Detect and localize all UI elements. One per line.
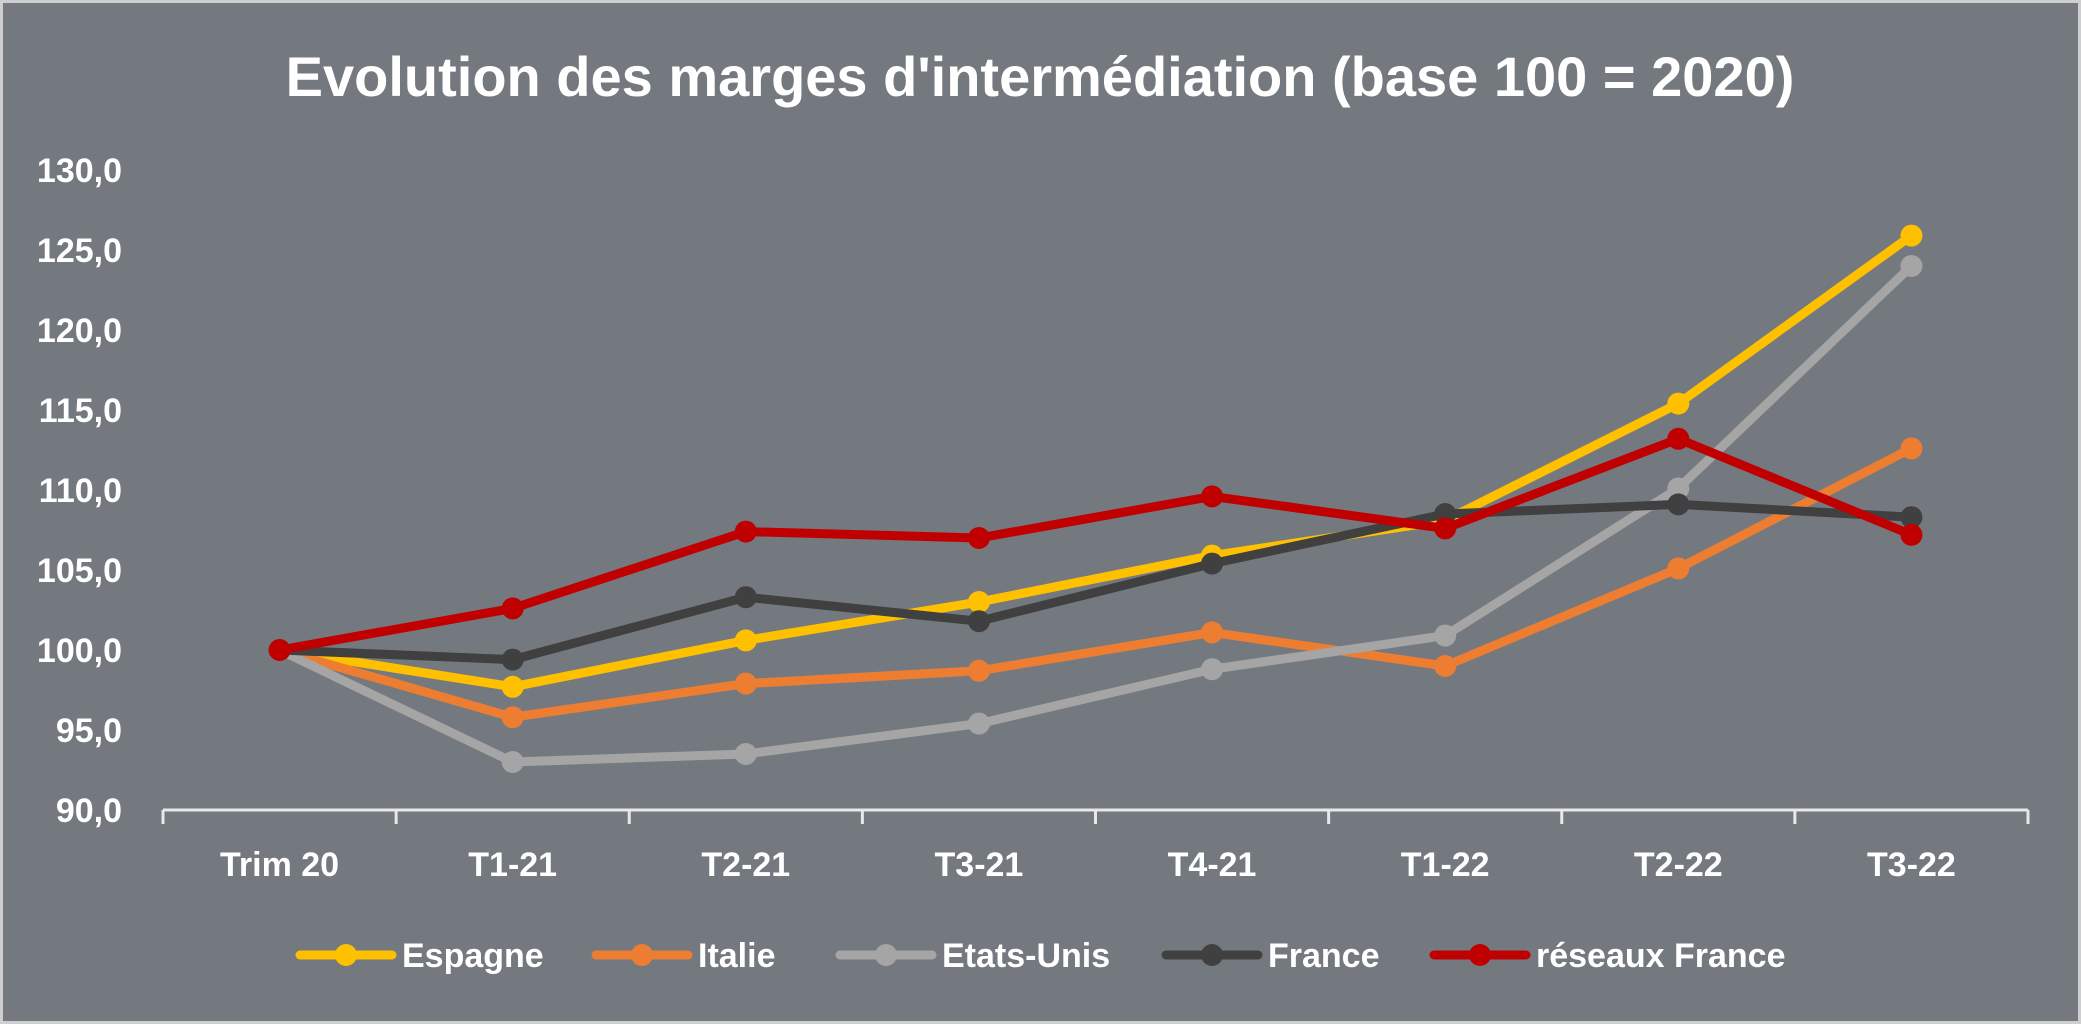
x-tick-label: T1-21 bbox=[468, 846, 557, 884]
data-point bbox=[1900, 224, 1923, 247]
y-tick-label: 115,0 bbox=[39, 392, 122, 430]
data-point bbox=[734, 586, 757, 609]
data-point bbox=[1900, 523, 1923, 546]
series-line bbox=[275, 499, 1916, 665]
data-point bbox=[1900, 255, 1923, 277]
y-tick-label: 95,0 bbox=[56, 712, 122, 750]
x-tick-label: T2-22 bbox=[1634, 846, 1723, 884]
x-tick-label: T3-21 bbox=[935, 846, 1024, 884]
y-tick-label: 125,0 bbox=[37, 232, 122, 270]
series-line bbox=[275, 261, 1916, 767]
data-point bbox=[734, 629, 757, 652]
y-axis-tick-labels: 90,0 95,0 100,0 105,0 110,0 115,0 120,0 125,0 13… bbox=[37, 152, 122, 830]
x-axis bbox=[161, 808, 2030, 824]
data-point bbox=[1434, 624, 1457, 647]
data-point bbox=[1434, 655, 1457, 677]
data-point bbox=[1201, 552, 1224, 575]
data-point bbox=[734, 743, 757, 765]
legend-swatch-marker bbox=[631, 944, 653, 966]
data-point bbox=[1667, 557, 1690, 580]
chart-title: Evolution des marges d'intermédiation (b… bbox=[286, 45, 1795, 108]
legend-swatch-marker bbox=[335, 944, 357, 966]
series-line bbox=[275, 443, 1916, 722]
x-axis-tick-labels: Trim 20 T1-21 T2-21 T3-21 T4-21 T1-22 T2-22 T3-… bbox=[220, 846, 1956, 884]
data-point bbox=[967, 712, 990, 735]
y-tick-label: 110,0 bbox=[39, 472, 122, 510]
legend-label: Espagne bbox=[402, 937, 544, 975]
x-tick-label: Trim 20 bbox=[220, 846, 339, 884]
data-point bbox=[1201, 621, 1224, 644]
data-point bbox=[1201, 485, 1224, 508]
series-espagne bbox=[268, 224, 1923, 698]
x-tick-label: T2-21 bbox=[701, 846, 790, 884]
line-chart: Evolution des marges d'intermédiation (b… bbox=[37, 45, 2030, 975]
x-tick-label: T4-21 bbox=[1168, 846, 1257, 884]
legend-label: Etats-Unis bbox=[942, 937, 1110, 975]
data-point bbox=[1201, 658, 1224, 681]
legend-swatch-marker bbox=[1201, 944, 1223, 966]
legend-item: France bbox=[1161, 937, 1380, 975]
legend-item: Italie bbox=[591, 937, 775, 975]
data-point bbox=[501, 751, 524, 773]
series-line bbox=[275, 434, 1916, 655]
data-point bbox=[1667, 493, 1690, 516]
legend-label: Italie bbox=[698, 937, 775, 975]
data-point bbox=[268, 639, 291, 661]
series-group bbox=[268, 224, 1923, 773]
data-point bbox=[967, 610, 990, 633]
data-point bbox=[967, 659, 990, 682]
x-tick-label: T1-22 bbox=[1401, 846, 1490, 884]
data-point bbox=[1667, 477, 1690, 500]
data-point bbox=[1667, 392, 1690, 415]
data-point bbox=[967, 591, 990, 613]
legend-label: France bbox=[1268, 937, 1380, 975]
data-point bbox=[1667, 427, 1690, 450]
legend-item: Etats-Unis bbox=[835, 937, 1110, 975]
data-point bbox=[734, 520, 757, 543]
legend-label: réseaux France bbox=[1536, 937, 1786, 975]
x-tick-label: T3-22 bbox=[1867, 846, 1956, 884]
data-point bbox=[501, 706, 524, 729]
data-point bbox=[734, 672, 757, 695]
legend-item: Espagne bbox=[295, 937, 544, 975]
legend: Espagne Italie Etats-Unis France réseaux Fra… bbox=[295, 937, 1786, 975]
data-point bbox=[501, 675, 524, 698]
y-tick-label: 105,0 bbox=[37, 552, 122, 590]
data-point bbox=[1434, 517, 1457, 540]
y-tick-label: 90,0 bbox=[56, 792, 122, 830]
data-point bbox=[1900, 506, 1923, 529]
data-point bbox=[501, 597, 524, 620]
y-tick-label: 130,0 bbox=[37, 152, 122, 190]
y-tick-label: 100,0 bbox=[37, 632, 122, 670]
series-line bbox=[275, 231, 1916, 692]
legend-swatch-marker bbox=[875, 944, 897, 966]
series-réseaux-france bbox=[268, 427, 1923, 661]
data-point bbox=[967, 527, 990, 549]
y-tick-label: 120,0 bbox=[37, 312, 122, 350]
legend-swatch-marker bbox=[1469, 944, 1491, 966]
legend-item: réseaux France bbox=[1429, 937, 1786, 975]
data-point bbox=[501, 648, 524, 671]
data-point bbox=[1900, 437, 1923, 460]
